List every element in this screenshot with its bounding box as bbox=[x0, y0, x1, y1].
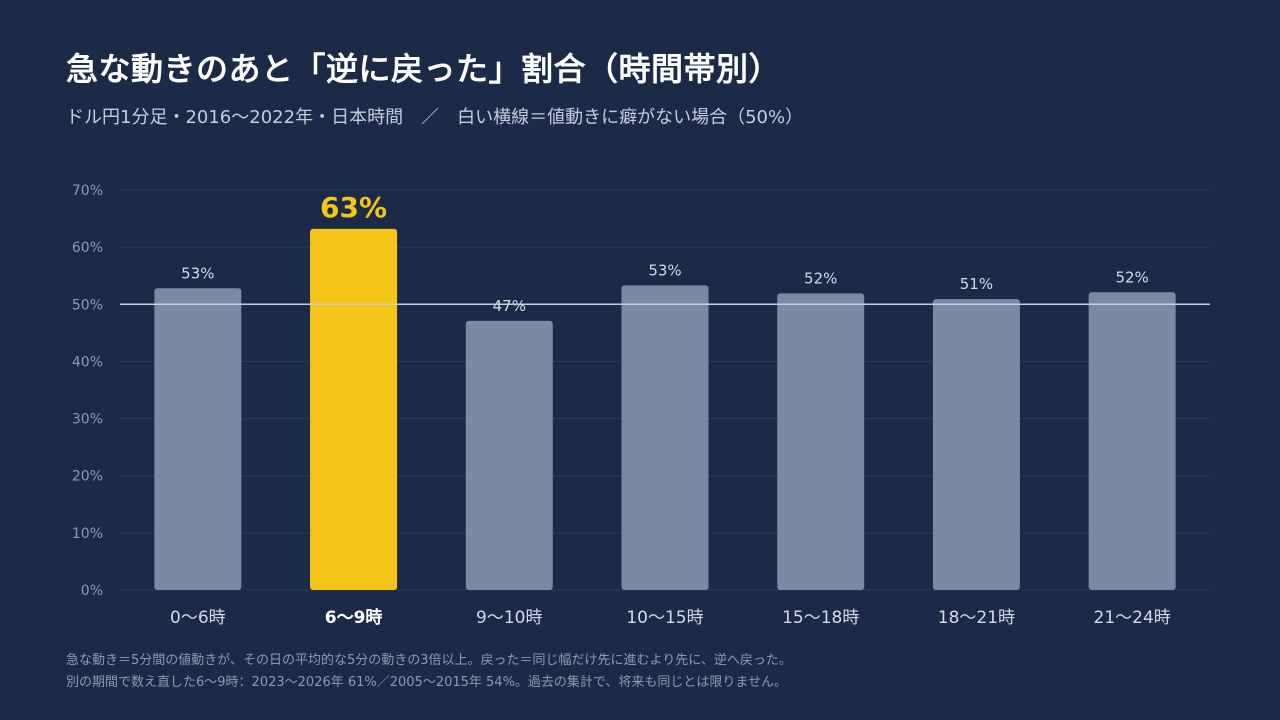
x-tick-label-6: 18〜21時 bbox=[938, 608, 1015, 628]
data-label-4: 53% bbox=[648, 261, 681, 279]
footnotes: 急な動き＝5分間の値動きが、その日の平均的な5分の動きの3倍以上。戻った＝同じ幅… bbox=[66, 650, 792, 694]
data-label-7: 52% bbox=[1115, 268, 1148, 286]
bar-5 bbox=[777, 293, 865, 590]
y-tick-label-10: 10% bbox=[72, 526, 103, 542]
bar-4 bbox=[621, 285, 709, 590]
y-tick-label-30: 30% bbox=[72, 412, 103, 428]
y-tick-label-70: 70% bbox=[72, 183, 103, 199]
x-tick-label-2: 6〜9時 bbox=[325, 607, 383, 628]
data-label-1: 53% bbox=[181, 264, 214, 282]
x-tick-label-7: 21〜24時 bbox=[1094, 608, 1171, 628]
bar-1 bbox=[154, 288, 242, 590]
page-title: 急な動きのあと「逆に戻った」割合（時間帯別） bbox=[66, 50, 782, 88]
data-label-5: 52% bbox=[804, 269, 837, 287]
data-label-3: 47% bbox=[493, 297, 526, 315]
x-tick-label-4: 10〜15時 bbox=[626, 608, 703, 628]
bar-6 bbox=[932, 299, 1020, 590]
page-subtitle: ドル円1分足・2016〜2022年・日本時間 ／ 白い横線＝値動きに癖がない場合… bbox=[66, 107, 804, 128]
footnote-validation: 別の期間で数え直した6〜9時：2023〜2026年 61%／2005〜2015年… bbox=[66, 675, 788, 690]
data-label-6: 51% bbox=[960, 275, 993, 293]
y-tick-label-20: 20% bbox=[72, 469, 103, 485]
y-tick-label-40: 40% bbox=[72, 354, 103, 370]
bar-chart: 0% 10% 20% 30% 40% 50% 60% 70% 53% 0〜6時 63% 6〜9時 47%… bbox=[72, 183, 1210, 628]
y-tick-label-60: 60% bbox=[72, 240, 103, 256]
bar-2 bbox=[310, 228, 398, 590]
data-label-2: 63% bbox=[320, 191, 387, 224]
bar-3 bbox=[465, 320, 553, 590]
footnote-definition: 急な動き＝5分間の値動きが、その日の平均的な5分の動きの3倍以上。戻った＝同じ幅… bbox=[66, 653, 792, 668]
y-tick-label-50: 50% bbox=[72, 297, 103, 313]
y-tick-label-0: 0% bbox=[81, 583, 103, 599]
x-tick-label-1: 0〜6時 bbox=[170, 608, 226, 628]
bar-7 bbox=[1088, 292, 1176, 590]
x-tick-label-5: 15〜18時 bbox=[782, 608, 859, 628]
x-tick-label-3: 9〜10時 bbox=[476, 608, 542, 628]
